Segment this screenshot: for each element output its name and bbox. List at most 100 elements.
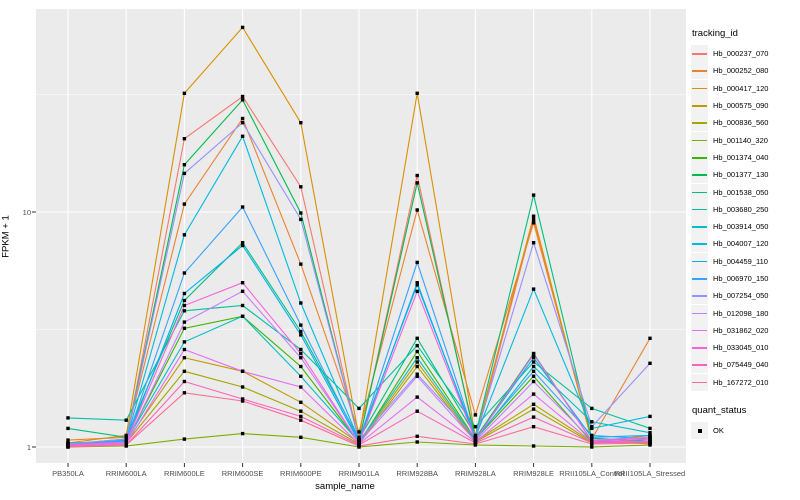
- data-point: [240, 281, 245, 285]
- data-point: [182, 233, 187, 237]
- data-point: [299, 385, 303, 389]
- legend-item-label: Hb_001377_130: [713, 170, 769, 180]
- legend-color-line: [692, 226, 707, 228]
- data-point: [299, 211, 303, 215]
- data-point: [240, 94, 245, 99]
- data-point: [240, 303, 245, 308]
- data-point: [182, 303, 187, 308]
- data-point: [299, 347, 303, 352]
- legend-item-Hb_000417_120: Hb_000417_120: [691, 79, 799, 97]
- legend-color-line: [692, 53, 707, 55]
- legend-title-quant-status: quant_status: [692, 404, 747, 416]
- data-point: [415, 336, 419, 340]
- legend-item-label: Hb_001140_320: [713, 135, 768, 145]
- data-point: [531, 369, 536, 373]
- legend-key-swatch: [691, 183, 708, 201]
- data-point: [240, 25, 245, 30]
- legend-item-ok: OK: [691, 422, 799, 440]
- legend-key-swatch: [691, 148, 708, 166]
- legend-item-Hb_003680_250: Hb_003680_250: [691, 200, 799, 218]
- data-point: [648, 336, 652, 340]
- data-point: [531, 425, 536, 429]
- x-tick-label-RRII105LA_Stressed: RRII105LA_Stressed: [614, 469, 686, 478]
- data-point: [531, 374, 536, 378]
- data-point: [299, 121, 303, 125]
- y-tick-label-10: 10: [22, 207, 31, 217]
- data-point: [648, 426, 652, 431]
- legend-item-label: Hb_031862_020: [713, 325, 769, 335]
- data-point: [590, 439, 594, 443]
- legend-item-Hb_001377_130: Hb_001377_130: [691, 166, 799, 184]
- data-point: [648, 435, 652, 439]
- legend-items: Hb_000237_070 Hb_000252_080 Hb_000417_120 H…: [691, 45, 799, 391]
- data-point: [415, 289, 419, 293]
- data-point: [299, 329, 303, 334]
- x-tick-label-RRIM600LE: RRIM600LE: [163, 469, 205, 478]
- legend-color-line: [692, 156, 707, 159]
- legend-key-swatch: [691, 270, 708, 287]
- legend-item-label: Hb_000417_120: [713, 83, 769, 93]
- legend-color-line: [692, 174, 707, 176]
- data-point: [473, 425, 478, 429]
- legend-item-label: Hb_004459_110: [713, 256, 768, 266]
- data-point: [182, 171, 187, 176]
- legend-item-Hb_000575_090: Hb_000575_090: [691, 97, 799, 115]
- legend-item-Hb_031862_020: Hb_031862_020: [691, 321, 799, 339]
- data-point: [357, 438, 361, 442]
- legend-item-Hb_004459_110: Hb_004459_110: [691, 252, 799, 270]
- data-point: [299, 217, 303, 222]
- data-point: [590, 433, 594, 438]
- data-point: [66, 416, 70, 420]
- data-point: [590, 425, 594, 429]
- legend-item-label: Hb_001374_040: [713, 152, 769, 162]
- data-point: [531, 444, 536, 448]
- data-point: [531, 193, 536, 197]
- legend-key-swatch: [691, 304, 708, 322]
- data-point: [648, 437, 652, 441]
- data-point: [415, 434, 419, 438]
- data-point: [240, 397, 245, 401]
- data-point: [299, 333, 303, 337]
- legend-item-label: Hb_004007_120: [713, 239, 769, 249]
- y-tick-label-1: 1: [26, 442, 31, 452]
- legend-key-swatch: [691, 45, 708, 63]
- data-point: [590, 442, 594, 446]
- legend-item-label: Hb_000575_090: [713, 101, 769, 111]
- legend-key-swatch: [691, 373, 708, 391]
- x-tick-label-RRIM928BA: RRIM928BA: [396, 469, 439, 478]
- data-point: [124, 435, 128, 439]
- x-tick-label-RRIM901LA: RRIM901LA: [338, 469, 380, 478]
- legend-item-label: Hb_003680_250: [713, 204, 769, 214]
- data-point: [182, 379, 187, 384]
- data-point: [531, 415, 536, 419]
- legend-key-swatch: [691, 252, 708, 270]
- data-point: [182, 320, 187, 324]
- data-point: [299, 262, 303, 266]
- data-point: [124, 418, 128, 422]
- data-point: [590, 445, 594, 449]
- data-point: [240, 289, 245, 293]
- data-point: [648, 431, 652, 435]
- legend-color-line: [692, 105, 707, 107]
- legend-item-Hb_167272_010: Hb_167272_010: [691, 373, 799, 391]
- data-point: [182, 202, 187, 206]
- data-point: [124, 443, 128, 447]
- legend-color-line: [692, 312, 707, 315]
- data-point: [648, 414, 652, 419]
- legend-item-Hb_012098_180: Hb_012098_180: [691, 304, 799, 322]
- ok-marker-key: [691, 422, 708, 440]
- legend-item-label: Hb_167272_010: [713, 377, 769, 387]
- data-point: [240, 314, 245, 318]
- data-point: [415, 356, 419, 360]
- data-point: [473, 433, 478, 438]
- data-point: [590, 435, 594, 439]
- data-point: [357, 441, 361, 445]
- data-point: [415, 440, 419, 444]
- data-point: [182, 271, 187, 275]
- data-point: [240, 205, 245, 209]
- data-point: [531, 360, 536, 364]
- data-point: [124, 433, 128, 438]
- data-point: [415, 173, 419, 178]
